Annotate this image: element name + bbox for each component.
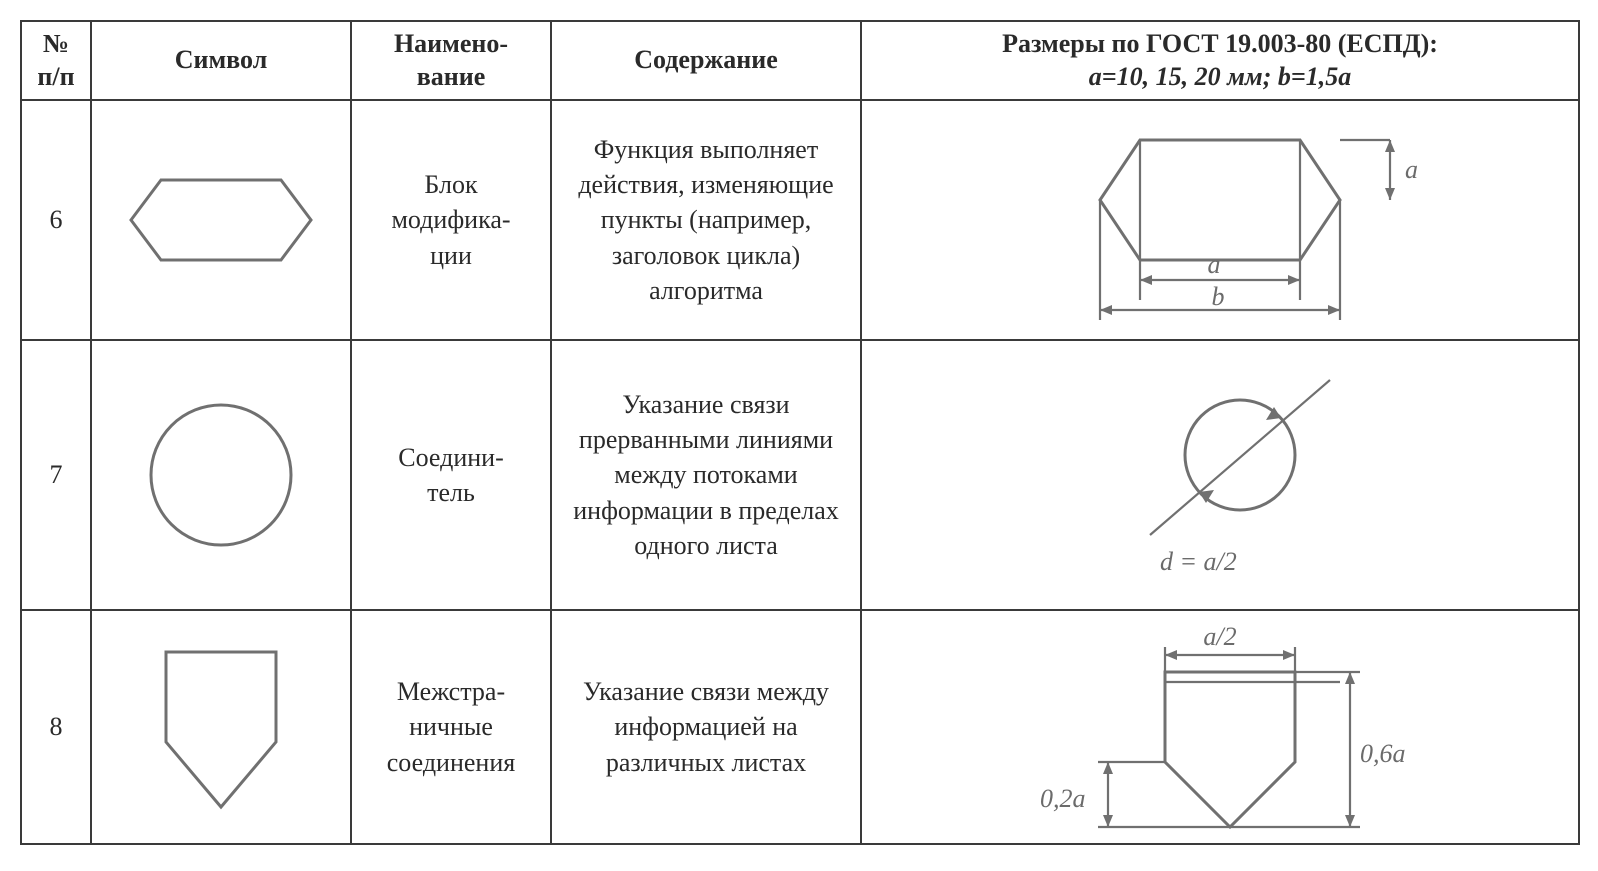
hdr-desc-text: Содержание	[634, 45, 778, 74]
table-row: 6 Блокмодифика-ции Функция выполняет дей…	[21, 100, 1579, 340]
cell-symbol	[91, 100, 351, 340]
cell-num: 7	[21, 340, 91, 610]
name-text: Блокмодифика-ции	[391, 170, 510, 269]
hdr-num-text: №п/п	[37, 29, 74, 91]
circle-icon	[131, 385, 311, 565]
cell-symbol	[91, 340, 351, 610]
cell-num: 8	[21, 610, 91, 844]
cell-desc: Указание связи между информацией на разл…	[551, 610, 861, 844]
desc-text: Указание связи между информацией на разл…	[583, 677, 829, 776]
table-header: №п/п Символ Наимено-вание Содержание Раз…	[21, 21, 1579, 100]
cell-dim: d = a/2	[861, 340, 1579, 610]
label-right: 0,6a	[1360, 739, 1406, 768]
name-text: Межстра-ничныесоединения	[387, 677, 515, 776]
hdr-name: Наимено-вание	[351, 21, 551, 100]
pentagon-dim-diagram: a/2 0,6a	[940, 617, 1500, 837]
desc-text: Функция выполняет действия, изменяющие п…	[578, 135, 833, 304]
hdr-name-text: Наимено-вание	[394, 29, 508, 91]
hdr-dim-sub: a=10, 15, 20 мм; b=1,5a	[870, 61, 1570, 94]
num-text: 8	[50, 712, 63, 741]
cell-name: Соедини-тель	[351, 340, 551, 610]
cell-num: 6	[21, 100, 91, 340]
hdr-num: №п/п	[21, 21, 91, 100]
cell-dim: a b a	[861, 100, 1579, 340]
label-b: b	[1212, 282, 1225, 311]
cell-desc: Указание связи прерванными линиями между…	[551, 340, 861, 610]
hdr-desc: Содержание	[551, 21, 861, 100]
hdr-symbol-text: Символ	[175, 45, 268, 74]
num-text: 6	[50, 205, 63, 234]
circle-dim-diagram: d = a/2	[1010, 355, 1430, 595]
table-row: 8 Межстра-ничныесоединения Указание связ…	[21, 610, 1579, 844]
label-top: a/2	[1203, 622, 1236, 651]
hexagon-icon	[101, 160, 341, 280]
cell-name: Межстра-ничныесоединения	[351, 610, 551, 844]
label-a-vertical: a	[1405, 155, 1418, 184]
num-text: 7	[50, 460, 63, 489]
desc-text: Указание связи прерванными линиями между…	[573, 390, 839, 559]
hdr-dim: Размеры по ГОСТ 19.003-80 (ЕСПД): a=10, …	[861, 21, 1579, 100]
label-left: 0,2a	[1040, 784, 1086, 813]
hdr-dim-main: Размеры по ГОСТ 19.003-80 (ЕСПД):	[870, 28, 1570, 61]
hexagon-dim-diagram: a b a	[960, 110, 1480, 330]
label-d: d = a/2	[1160, 547, 1237, 576]
cell-name: Блокмодифика-ции	[351, 100, 551, 340]
cell-symbol	[91, 610, 351, 844]
gost-symbols-table: №п/п Символ Наимено-вание Содержание Раз…	[20, 20, 1580, 845]
pentagon-icon	[131, 632, 311, 822]
cell-desc: Функция выполняет действия, изменяющие п…	[551, 100, 861, 340]
label-a-horizontal: a	[1208, 250, 1221, 279]
table-body: 6 Блокмодифика-ции Функция выполняет дей…	[21, 100, 1579, 844]
cell-dim: a/2 0,6a	[861, 610, 1579, 844]
hdr-symbol: Символ	[91, 21, 351, 100]
table-row: 7 Соедини-тель Указание связи прерванным…	[21, 340, 1579, 610]
name-text: Соедини-тель	[398, 443, 504, 507]
